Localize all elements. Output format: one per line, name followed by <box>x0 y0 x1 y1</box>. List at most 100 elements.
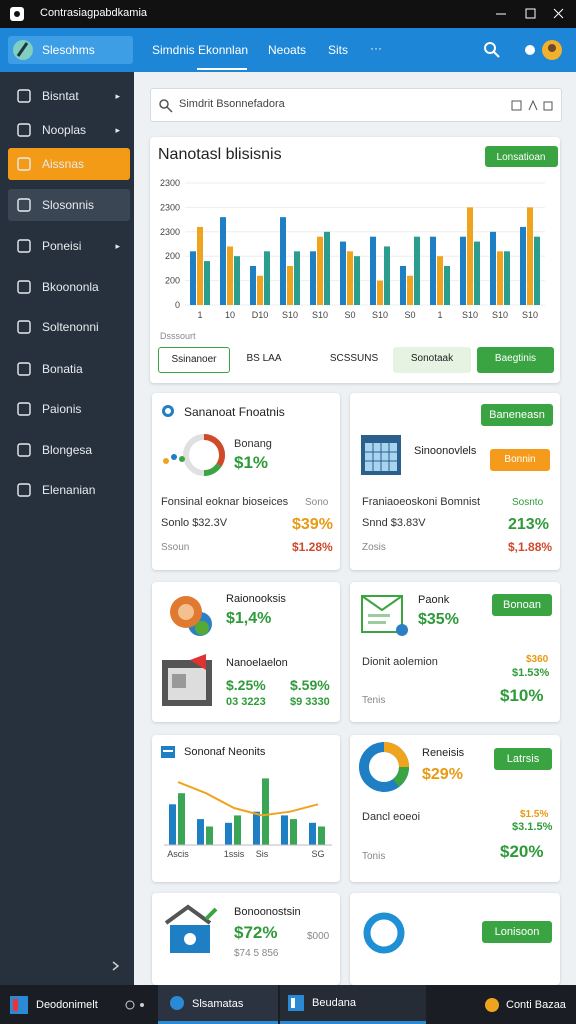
x-tick-label: S10 <box>282 310 298 320</box>
bar <box>504 251 510 305</box>
card-title: Reneisis <box>422 747 465 759</box>
taskbar-item[interactable]: Deodonimelt <box>36 999 98 1011</box>
bar <box>474 241 480 305</box>
taskbar-item: Slsamatas <box>192 998 244 1010</box>
bar <box>287 265 293 305</box>
sidebar-item[interactable]: Bisntat ▸ <box>8 80 130 112</box>
sidebar-label: Bonatia <box>42 362 83 376</box>
bar-chart: Nanotasl blisisnis Lonsatioan Dsssourt 0… <box>158 146 558 341</box>
chart-action[interactable]: Sonotaak <box>393 347 471 373</box>
sidebar-item[interactable]: Blongesa <box>8 434 130 466</box>
gear-icon <box>170 596 212 636</box>
bar <box>190 251 196 305</box>
sidebar-item[interactable]: Poneisi ▸ <box>8 230 130 262</box>
chart-button[interactable] <box>485 146 558 167</box>
mini-chart: Ascis 1ssis Sis SG <box>164 778 332 859</box>
sidebar-item[interactable]: Paionis <box>8 393 130 425</box>
nav-tab[interactable]: Simdnis Ekonnlan <box>152 43 249 57</box>
icon-shape <box>17 280 31 294</box>
card-foot-value: $20% <box>500 842 544 861</box>
chart-action[interactable]: Baegtinis <box>477 347 554 373</box>
user-icons[interactable] <box>520 38 568 62</box>
card-button[interactable]: Bonoan <box>492 594 552 616</box>
sidebar-label: Poneisi <box>42 239 82 253</box>
sidebar-item[interactable]: Elenanian <box>8 474 130 506</box>
mini-bar <box>253 811 260 845</box>
icon-shape <box>17 362 31 376</box>
card-button[interactable]: Baneneasn <box>481 404 553 426</box>
sidebar-item[interactable]: Bonatia <box>8 353 130 385</box>
card-title: Sononaf Neonits <box>184 746 266 758</box>
card-badge[interactable]: Bonnin <box>490 449 550 471</box>
x-tick-label: S10 <box>522 310 538 320</box>
sidebar-item[interactable]: Slosonnis <box>8 189 130 221</box>
sidebar-icon <box>17 402 31 416</box>
sidebar: Bisntat ▸ Nooplas ▸ Aissnas Slosonnis Poneisi ▸… <box>0 72 134 985</box>
window-controls[interactable] <box>490 6 570 22</box>
chart-title: Nanotasl blisisnis <box>158 146 282 163</box>
icon-shape <box>17 123 31 137</box>
top-nav: Slesohms Simdnis Ekonnlan Neoats Sits ··… <box>0 28 576 72</box>
row-label: Zosis <box>362 542 386 553</box>
card-metric: $360 <box>526 654 549 665</box>
row-label: Fonsinal eoknar bioseices <box>161 496 289 508</box>
bar <box>400 265 406 305</box>
card-value: $72% <box>234 923 278 942</box>
tray-icon[interactable] <box>484 997 500 1013</box>
bar <box>490 231 496 305</box>
sidebar-item[interactable]: Nooplas ▸ <box>8 114 130 146</box>
bar <box>377 280 383 305</box>
bar <box>294 251 300 305</box>
card-title: Raionooksis <box>226 593 286 605</box>
brand[interactable]: Slesohms <box>8 36 133 64</box>
start-icon[interactable] <box>10 996 28 1014</box>
icon-shape <box>17 157 31 171</box>
chart-action[interactable]: BS LAA <box>246 353 282 364</box>
search-tools[interactable] <box>511 99 555 113</box>
search-bar[interactable]: Simdrit Bsonnefadora <box>150 88 562 122</box>
nav-tab[interactable]: ··· <box>370 41 382 55</box>
sidebar-item[interactable]: Soltenonni <box>8 311 130 343</box>
taskbar-window[interactable]: Beudana <box>280 985 426 1024</box>
bar <box>280 217 286 305</box>
x-tick-label: S10 <box>372 310 388 320</box>
mini-bar <box>225 822 232 845</box>
sidebar-collapse[interactable] <box>110 960 122 972</box>
bar <box>430 236 436 305</box>
nav-tab[interactable]: Sits <box>328 43 349 57</box>
chart-note: Dsssourt <box>160 331 196 341</box>
y-tick-label: 2300 <box>160 178 180 188</box>
nav-tab[interactable]: Neoats <box>268 43 307 57</box>
tab-underline <box>197 68 247 70</box>
row-label: Snnd $3.83V <box>362 517 426 529</box>
x-tick-label: 1 <box>197 310 202 320</box>
mini-x-label: 1ssis <box>224 849 245 859</box>
card-button[interactable]: Latrsis <box>494 748 552 770</box>
card-label: Bonang <box>234 438 272 450</box>
bar <box>460 236 466 305</box>
bar <box>204 261 210 305</box>
taskbar-item[interactable]: Conti Bazaa <box>506 999 566 1011</box>
card-button[interactable]: Lonisoon <box>482 921 552 943</box>
card-metric: $.25% <box>226 677 266 693</box>
tool-icon <box>164 904 218 953</box>
row-value: 213% <box>508 516 549 533</box>
taskbar: Deodonimelt Slsamatas Beudana Conti Baza… <box>0 985 576 1024</box>
bar <box>197 226 203 305</box>
sidebar-icon <box>17 443 31 457</box>
sidebar-item[interactable]: Bkoononla <box>8 271 130 303</box>
chart-action[interactable]: Ssinanoer <box>158 347 230 373</box>
search-icon[interactable] <box>484 42 500 58</box>
sidebar-label: Paionis <box>42 402 82 416</box>
mini-bar <box>197 819 204 845</box>
taskbar-app-icon <box>288 995 304 1011</box>
chart-action[interactable]: SCSSUNS <box>329 353 379 364</box>
taskbar-icons[interactable] <box>124 998 152 1012</box>
sidebar-chevron: ▸ <box>115 91 120 101</box>
taskbar-active[interactable]: Slsamatas <box>158 985 278 1024</box>
sidebar-item[interactable]: Aissnas <box>8 148 130 180</box>
card-foot-label: Tonis <box>362 851 386 862</box>
card: Bonoonostsin $72% $000 $74 5 856 <box>152 893 340 985</box>
bar <box>264 251 270 305</box>
